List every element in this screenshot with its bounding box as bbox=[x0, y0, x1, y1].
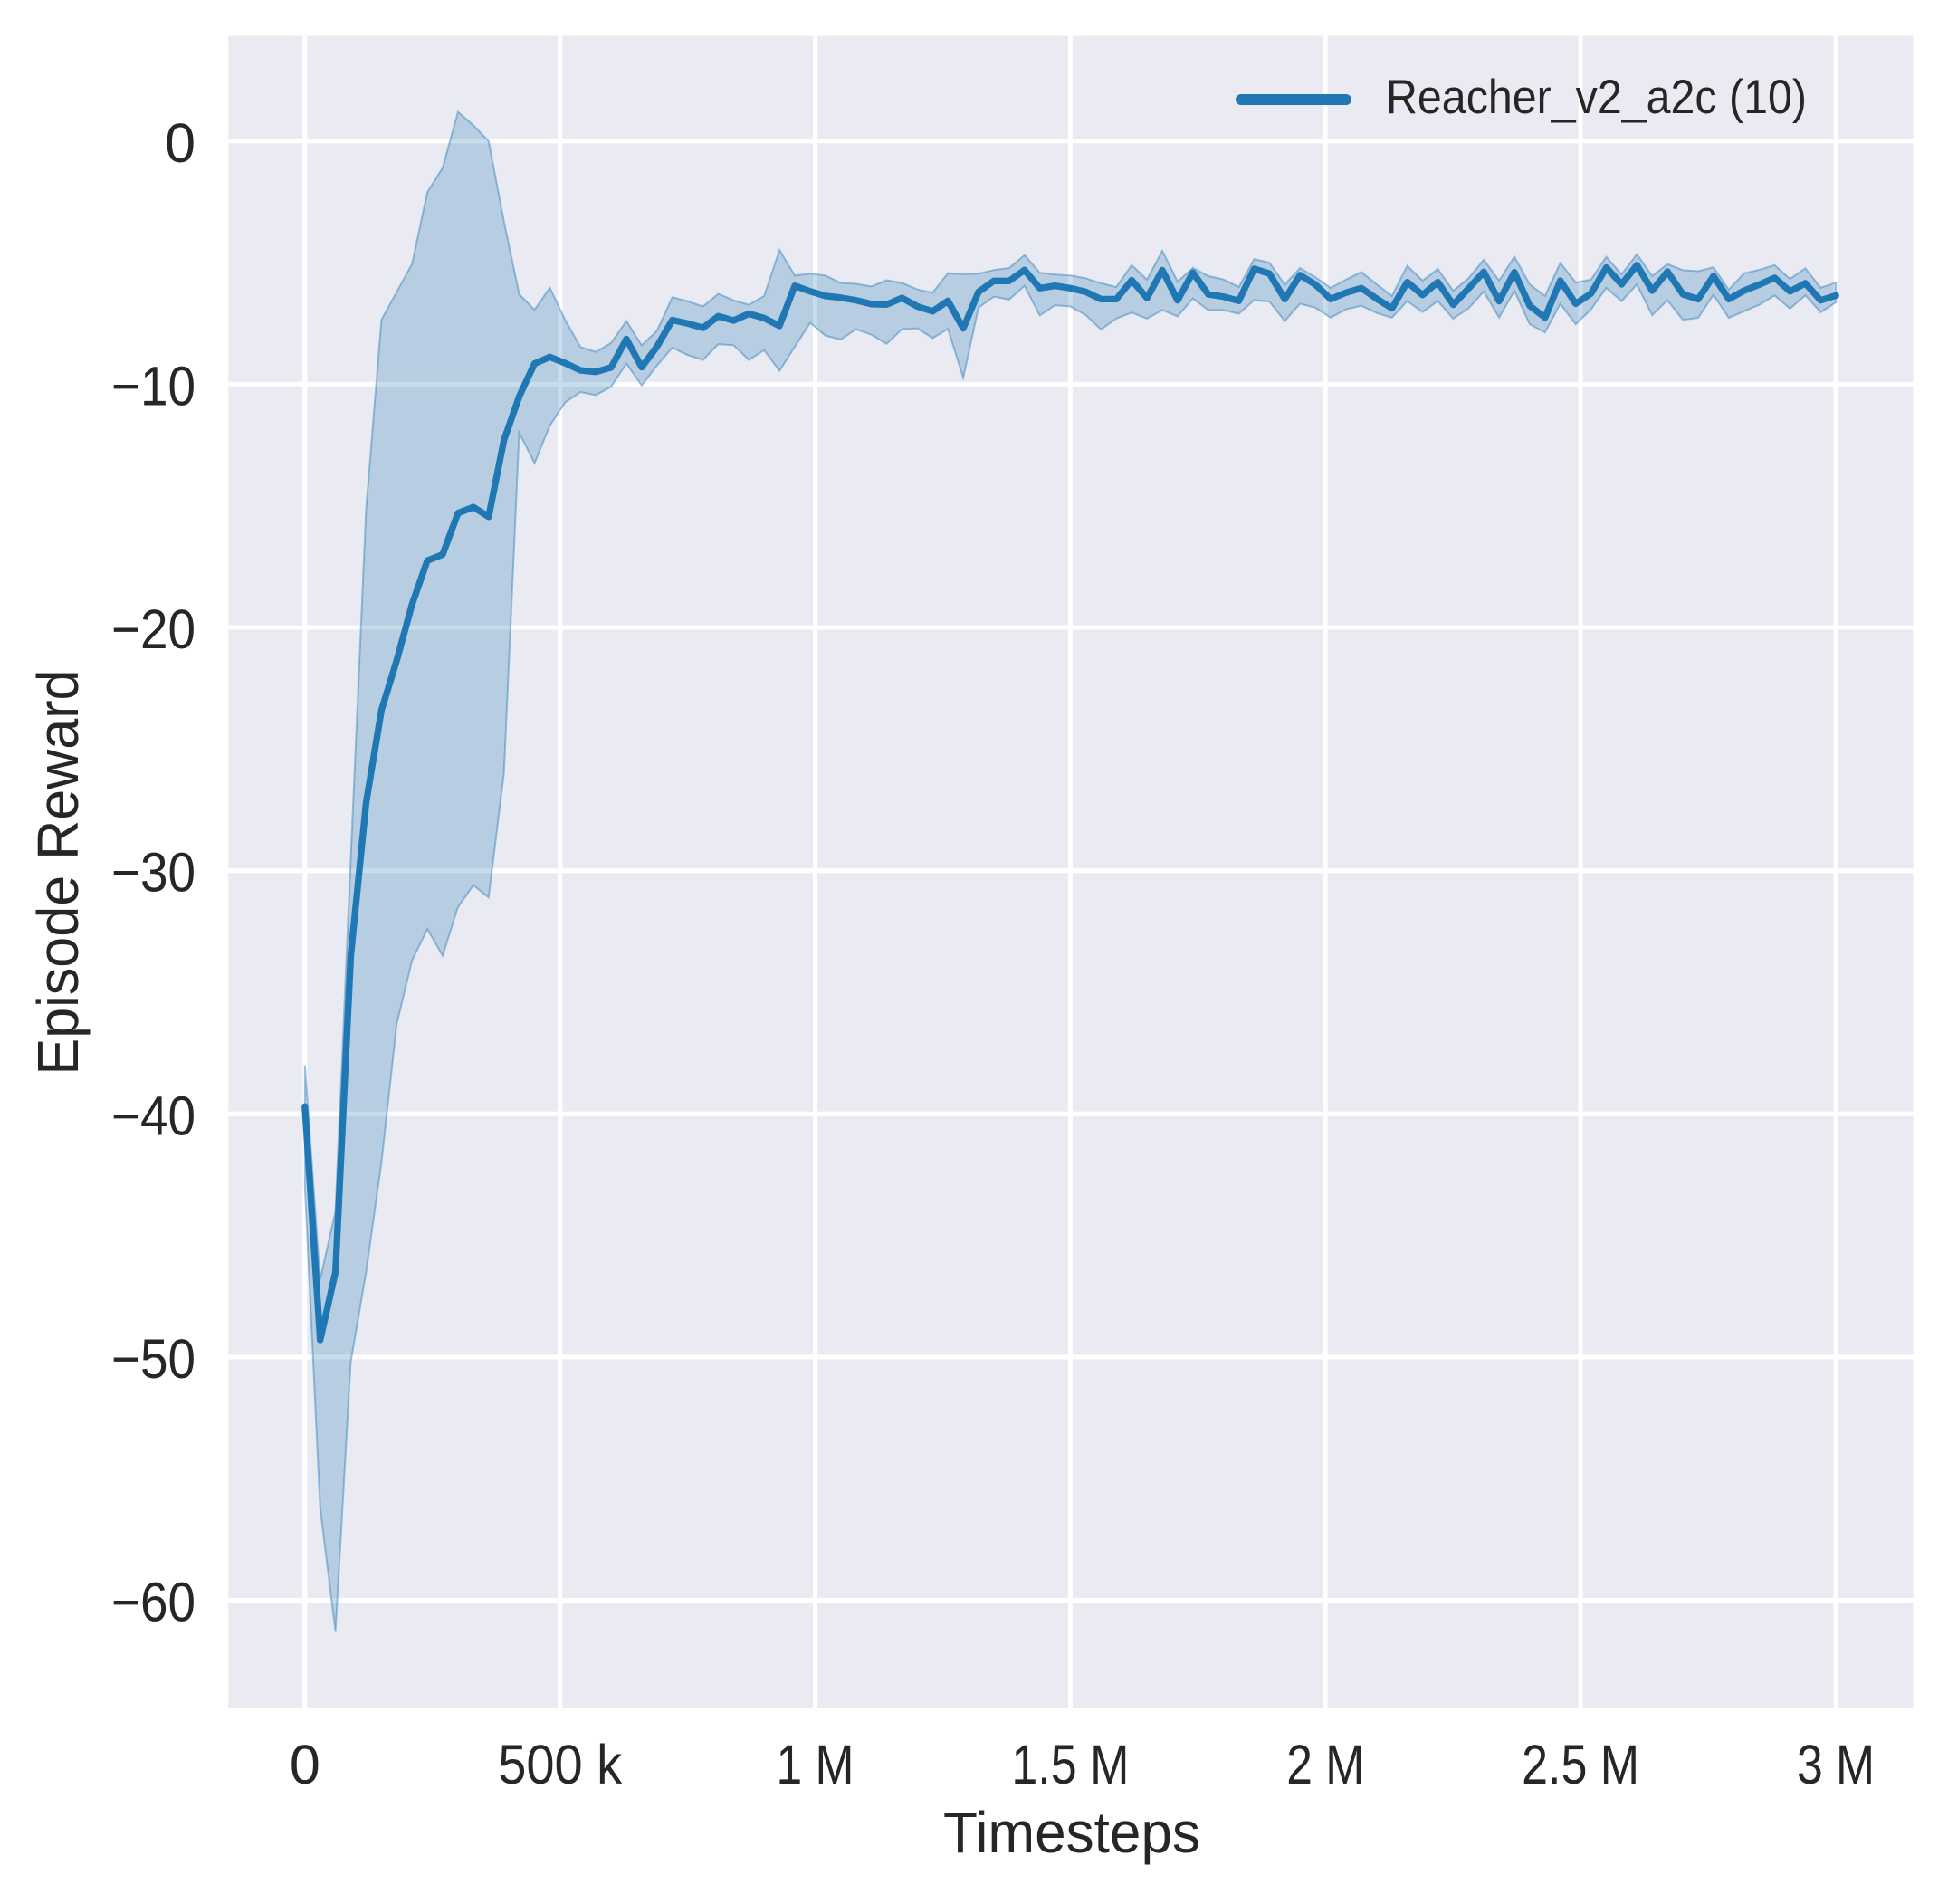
svg-text:0: 0 bbox=[165, 112, 196, 174]
svg-text:0: 0 bbox=[290, 1734, 320, 1795]
svg-text:Timesteps: Timesteps bbox=[943, 1800, 1200, 1865]
svg-text:2 M: 2 M bbox=[1286, 1734, 1364, 1795]
svg-text:Reacher_v2_a2c (10): Reacher_v2_a2c (10) bbox=[1386, 71, 1807, 124]
svg-text:1.5 M: 1.5 M bbox=[1011, 1734, 1129, 1795]
svg-text:1 M: 1 M bbox=[777, 1734, 855, 1795]
svg-text:Episode Reward: Episode Reward bbox=[25, 670, 91, 1076]
svg-text:−40: −40 bbox=[111, 1085, 196, 1146]
svg-text:−50: −50 bbox=[111, 1328, 196, 1390]
svg-text:−60: −60 bbox=[111, 1572, 196, 1633]
svg-text:2.5 M: 2.5 M bbox=[1522, 1734, 1639, 1795]
svg-text:−30: −30 bbox=[111, 842, 196, 904]
svg-text:500 k: 500 k bbox=[498, 1734, 622, 1795]
svg-text:−10: −10 bbox=[111, 355, 196, 416]
svg-text:3 M: 3 M bbox=[1797, 1734, 1875, 1795]
svg-text:−20: −20 bbox=[111, 598, 196, 660]
